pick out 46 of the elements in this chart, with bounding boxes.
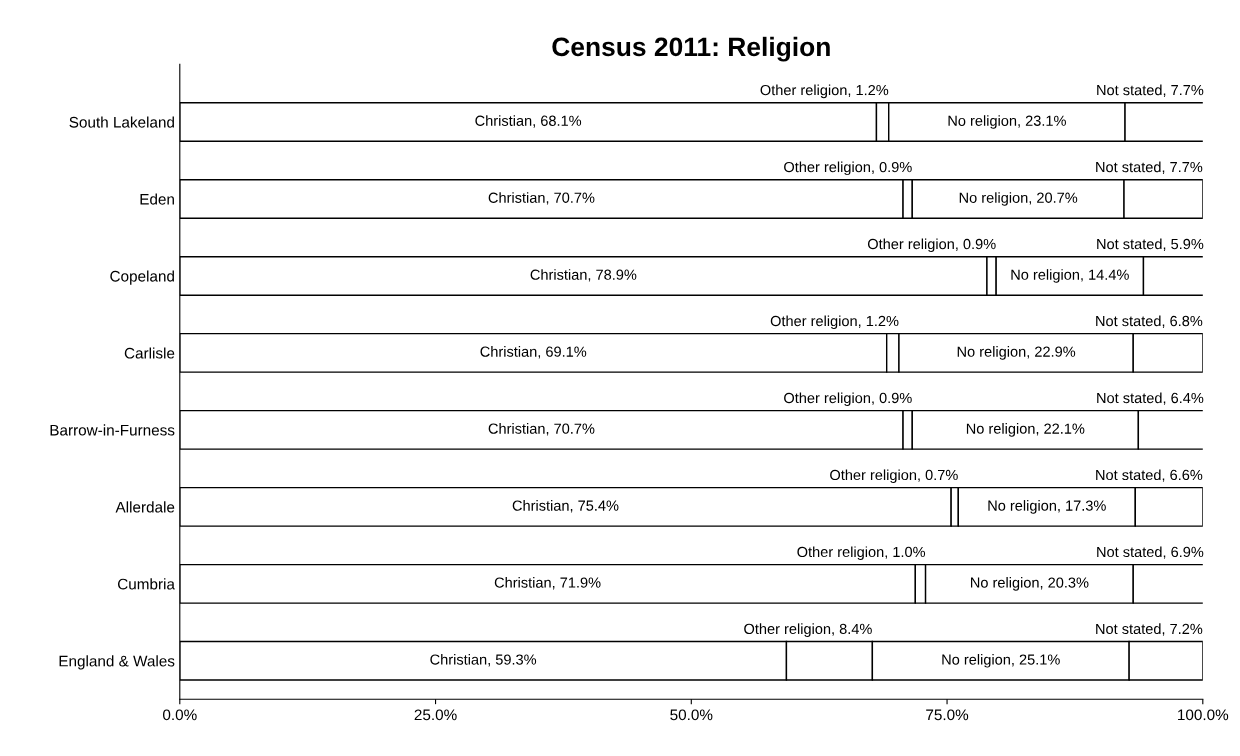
y-tick-label: England & Wales <box>59 655 175 670</box>
data-label: Christian, 69.1% <box>480 346 587 359</box>
data-label: Christian, 71.9% <box>494 577 601 590</box>
data-label: Not stated, 6.6% <box>1096 469 1203 482</box>
data-label: No religion, 17.3% <box>988 500 1106 514</box>
data-label: No religion, 25.1% <box>942 654 1060 668</box>
data-label: Christian, 59.3% <box>430 654 537 667</box>
chart-title: Census 2011: Religion <box>552 36 830 62</box>
y-tick-label: South Lakeland <box>69 116 174 128</box>
data-label: Not stated, 7.7% <box>1096 161 1203 174</box>
y-tick-label: Barrow-in-Furness <box>50 424 175 436</box>
data-label: No religion, 22.9% <box>957 346 1076 360</box>
data-label: Not stated, 6.4% <box>1097 392 1204 405</box>
x-tick-label: 0.0% <box>162 709 197 721</box>
y-tick-label: Eden <box>140 193 174 205</box>
y-tick-label: Carlisle <box>124 347 175 359</box>
data-label: No religion, 20.3% <box>971 577 1089 591</box>
data-label: Christian, 78.9% <box>530 269 637 282</box>
x-tick-label: 75.0% <box>926 709 969 721</box>
y-tick-label: Allerdale <box>115 501 175 513</box>
data-label: Other religion, 0.9% <box>784 161 912 176</box>
data-label: Christian, 70.7% <box>488 423 595 436</box>
x-tick-label: 25.0% <box>414 709 457 721</box>
data-label: Other religion, 1.2% <box>770 315 899 330</box>
data-label: Not stated, 7.7% <box>1097 84 1204 97</box>
data-label: No religion, 22.1% <box>966 423 1085 437</box>
x-tick-label: 100.0% <box>1178 709 1229 721</box>
y-tick-label: Cumbria <box>117 578 175 590</box>
data-label: Not stated, 5.9% <box>1097 238 1204 251</box>
y-tick-label: Copeland <box>110 270 174 285</box>
data-label: Other religion, 1.0% <box>797 546 926 560</box>
data-label: No religion, 20.7% <box>959 192 1078 206</box>
data-label: Not stated, 6.9% <box>1097 546 1204 559</box>
data-label: Other religion, 0.9% <box>867 238 996 253</box>
data-label: Other religion, 0.7% <box>830 469 958 483</box>
data-label: Christian, 68.1% <box>475 115 582 128</box>
data-label: Other religion, 0.9% <box>784 392 912 407</box>
x-tick-label: 50.0% <box>670 709 713 721</box>
data-label: No religion, 23.1% <box>948 115 1066 129</box>
data-label: Not stated, 7.2% <box>1096 623 1203 636</box>
data-label: Not stated, 6.8% <box>1096 315 1203 328</box>
data-label: Other religion, 1.2% <box>760 84 889 99</box>
data-label: Christian, 70.7% <box>488 192 595 205</box>
data-label: Christian, 75.4% <box>512 500 619 513</box>
data-label: No religion, 14.4% <box>1011 269 1129 283</box>
data-label: Other religion, 8.4% <box>744 623 872 637</box>
